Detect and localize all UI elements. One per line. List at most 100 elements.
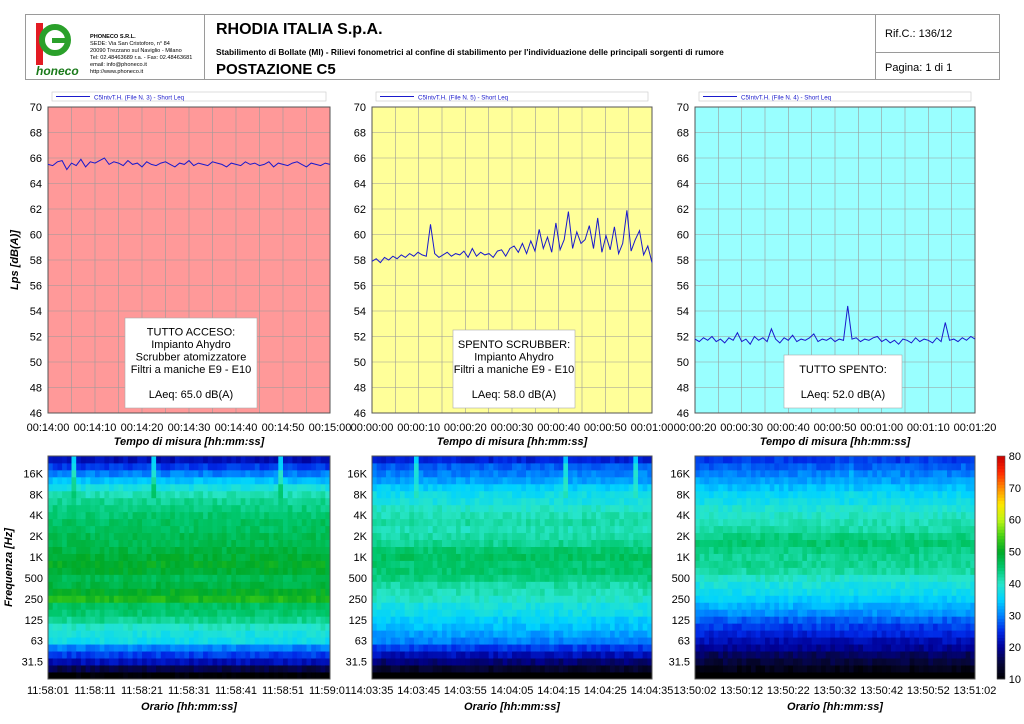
spectrogram-cell <box>386 546 392 554</box>
spectrogram-cell <box>633 616 639 624</box>
spectrogram-cell <box>48 630 54 638</box>
spectrogram-cell <box>610 490 616 499</box>
spectrogram-cell <box>311 504 317 513</box>
spectrogram-cell <box>292 532 298 541</box>
spectrogram-cell <box>170 456 176 464</box>
spectrogram-cell <box>432 630 438 638</box>
spectrogram-cell <box>203 511 209 520</box>
spectrogram-cell <box>85 665 91 673</box>
spectrogram-cell <box>160 672 166 680</box>
spectrogram-cell <box>264 504 270 513</box>
spectrogram-cell <box>446 511 452 520</box>
spectrogram-cell <box>456 665 462 673</box>
spectrogram-cell <box>741 609 747 617</box>
spectrogram-cell <box>793 658 799 666</box>
spectrogram-cell <box>381 553 387 561</box>
spectrogram-cell <box>236 553 242 561</box>
spectrogram-cell <box>437 560 443 568</box>
spectrogram-cell <box>386 609 392 617</box>
spectrogram-cell <box>821 456 827 464</box>
spectrogram-cell <box>807 483 813 492</box>
spectrogram-cell <box>198 609 204 617</box>
spectrogram-cell <box>123 574 129 582</box>
spectrogram-cell <box>160 456 166 464</box>
spectrogram-cell <box>779 609 785 617</box>
spectrogram-cell <box>628 511 634 520</box>
spectrogram-cell <box>816 658 822 666</box>
spectrogram-cell <box>526 497 532 506</box>
spectrogram-cell <box>254 462 260 471</box>
spectrogram-cell <box>521 609 527 617</box>
spectrogram-cell <box>292 476 298 485</box>
spectrogram-cell <box>460 497 466 506</box>
spectrogram-cell <box>628 469 634 478</box>
spectrogram-cell <box>240 497 246 506</box>
spectrogram-cell <box>179 462 185 471</box>
spectrogram-cell <box>423 588 429 596</box>
spectrogram-cell <box>699 525 705 534</box>
spectrogram-cell <box>488 456 494 464</box>
spectrogram-cell <box>264 616 270 624</box>
spectrogram-cell <box>418 658 424 666</box>
spectrogram-cell <box>52 644 58 652</box>
spectrogram-cell <box>217 553 223 561</box>
spectrogram-cell <box>127 560 133 568</box>
spectrogram-cell <box>596 595 602 603</box>
spectrogram-cell <box>732 469 738 478</box>
spectrogram-cell <box>301 637 307 645</box>
spectrogram-cell <box>624 672 630 680</box>
spectrogram-cell <box>484 637 490 645</box>
spectrogram-cell <box>240 483 246 492</box>
spectrogram-cell <box>283 511 289 520</box>
spectrogram-cell <box>535 567 541 575</box>
spectrogram-cell <box>811 546 817 554</box>
spectrogram-cell <box>132 672 138 680</box>
spectrogram-cell <box>582 483 588 492</box>
spectrogram-cell <box>376 490 382 499</box>
spectrogram-cell <box>432 490 438 499</box>
spectrogram-cell <box>52 623 58 631</box>
spectrogram-cell <box>516 456 522 464</box>
spectrogram-cell <box>80 456 86 464</box>
spectrogram-cell <box>268 651 274 659</box>
spectrogram-cell <box>788 616 794 624</box>
spectrogram-cell <box>549 504 555 513</box>
spectrogram-cell <box>713 595 719 603</box>
spectrogram-cell <box>821 658 827 666</box>
spectrogram-cell <box>418 595 424 603</box>
spectrogram-cell <box>48 658 54 666</box>
spectrogram-cell <box>765 588 771 596</box>
spectrogram-cell <box>297 665 303 673</box>
spectrogram-cell <box>160 637 166 645</box>
spectrogram-cell <box>502 553 508 561</box>
spectrogram-cell <box>85 560 91 568</box>
spectrogram-cell <box>212 637 218 645</box>
spectrogram-cell <box>236 651 242 659</box>
spectrogram-cell <box>572 644 578 652</box>
spectrogram-cell <box>699 469 705 478</box>
spectrogram-cell <box>160 497 166 506</box>
spectrogram-cell <box>727 476 733 485</box>
spectrogram-cell <box>165 476 171 485</box>
spectrogram-cell <box>386 504 392 513</box>
spectrogram-cell <box>456 532 462 541</box>
spectrogram-cell <box>217 630 223 638</box>
spectrogram-cell <box>165 546 171 554</box>
x-tick-label: 00:14:50 <box>262 422 305 434</box>
spectrogram-cell <box>414 574 420 582</box>
spectrogram-cell <box>104 588 110 596</box>
spectrogram-cell <box>179 574 185 582</box>
spectrogram-cell <box>638 553 644 561</box>
spectrogram-cell <box>226 616 232 624</box>
spectrogram-cell <box>802 497 808 506</box>
spectrogram-cell <box>540 616 546 624</box>
spectrogram-cell <box>460 525 466 534</box>
spectrogram-cell <box>212 539 218 547</box>
spectrogram-cell <box>212 504 218 513</box>
x-tick-label: 14:04:35 <box>631 685 674 697</box>
spectrogram-cell <box>577 560 583 568</box>
spectrogram-cell <box>189 490 195 499</box>
spectrogram-cell <box>376 504 382 513</box>
spectrogram-cell <box>146 532 152 541</box>
spectrogram-cell <box>428 497 434 506</box>
